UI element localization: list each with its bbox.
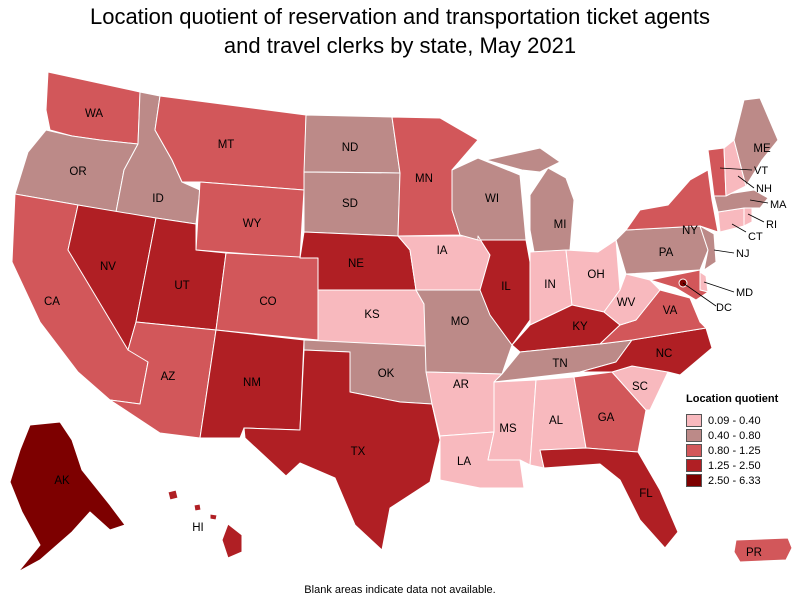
state-label-KY: KY bbox=[572, 321, 588, 333]
state-label-OH: OH bbox=[587, 269, 604, 281]
legend-item-2: 0.80 - 1.25 bbox=[686, 443, 798, 458]
legend-swatch-3 bbox=[686, 459, 702, 472]
state-WV[interactable] bbox=[603, 273, 661, 326]
legend-title: Location quotient bbox=[686, 393, 779, 405]
state-label-NV: NV bbox=[100, 261, 116, 273]
legend-swatch-2 bbox=[686, 444, 702, 457]
map-title-line1: Location quotient of reservation and tra… bbox=[89, 4, 711, 29]
state-VT[interactable] bbox=[707, 147, 727, 197]
state-label-WI: WI bbox=[485, 193, 499, 205]
state-label-NJ: NJ bbox=[736, 248, 749, 260]
state-label-NM: NM bbox=[243, 377, 261, 389]
state-FL[interactable] bbox=[539, 447, 679, 549]
state-label-DC: DC bbox=[716, 302, 732, 314]
state-TX[interactable] bbox=[243, 349, 441, 551]
state-NJ[interactable] bbox=[699, 225, 717, 271]
state-label-AK: AK bbox=[54, 475, 70, 487]
state-label-MA: MA bbox=[770, 199, 787, 211]
state-label-MO: MO bbox=[451, 316, 470, 328]
map-title: Location quotient of reservation and tra… bbox=[0, 2, 800, 60]
state-label-MD: MD bbox=[736, 287, 753, 299]
state-label-VA: VA bbox=[663, 305, 678, 317]
state-label-CA: CA bbox=[44, 296, 60, 308]
state-label-PA: PA bbox=[659, 247, 674, 259]
state-HI[interactable] bbox=[167, 489, 243, 559]
state-label-TX: TX bbox=[351, 446, 366, 458]
state-label-TN: TN bbox=[552, 358, 567, 370]
state-label-ME: ME bbox=[753, 143, 771, 155]
legend-item-1: 0.40 - 0.80 bbox=[686, 428, 798, 443]
legend-label-2: 0.80 - 1.25 bbox=[708, 444, 761, 457]
state-label-AR: AR bbox=[453, 379, 469, 391]
state-IL[interactable] bbox=[477, 235, 531, 346]
state-label-PR: PR bbox=[746, 547, 762, 559]
state-ME[interactable] bbox=[733, 97, 779, 187]
legend-label-3: 1.25 - 2.50 bbox=[708, 459, 761, 472]
state-label-NH: NH bbox=[756, 183, 772, 195]
legend-label-1: 0.40 - 0.80 bbox=[708, 429, 761, 442]
state-label-OK: OK bbox=[378, 368, 395, 380]
state-label-OR: OR bbox=[69, 166, 86, 178]
footnote: Blank areas indicate data not available. bbox=[304, 584, 496, 596]
state-label-WV: WV bbox=[617, 297, 636, 309]
state-label-IN: IN bbox=[544, 279, 556, 291]
state-label-KS: KS bbox=[364, 309, 380, 321]
state-NC[interactable] bbox=[579, 327, 713, 376]
state-label-UT: UT bbox=[174, 280, 189, 292]
state-RI[interactable] bbox=[743, 207, 753, 227]
state-label-RI: RI bbox=[766, 219, 777, 231]
state-label-AZ: AZ bbox=[161, 371, 176, 383]
legend-swatch-1 bbox=[686, 429, 702, 442]
state-label-AL: AL bbox=[549, 415, 564, 427]
state-label-VT: VT bbox=[754, 165, 768, 177]
legend-item-0: 0.09 - 0.40 bbox=[686, 413, 798, 428]
state-NY[interactable] bbox=[625, 169, 719, 233]
state-label-MS: MS bbox=[499, 423, 517, 435]
state-AK[interactable] bbox=[9, 421, 126, 573]
map-title-line2: and travel clerks by state, May 2021 bbox=[223, 33, 577, 58]
state-label-MT: MT bbox=[218, 139, 235, 151]
state-label-MI: MI bbox=[554, 219, 567, 231]
state-label-ND: ND bbox=[342, 142, 359, 154]
state-label-WA: WA bbox=[85, 108, 103, 120]
state-MI[interactable] bbox=[485, 147, 575, 253]
legend-label-4: 2.50 - 6.33 bbox=[708, 474, 761, 487]
legend-swatch-0 bbox=[686, 414, 702, 427]
state-label-FL: FL bbox=[639, 488, 653, 500]
state-label-CT: CT bbox=[748, 231, 763, 243]
state-label-NY: NY bbox=[682, 225, 698, 237]
state-PR[interactable] bbox=[733, 537, 793, 563]
legend-swatch-4 bbox=[686, 474, 702, 487]
state-label-NE: NE bbox=[348, 258, 364, 270]
state-label-NC: NC bbox=[656, 348, 673, 360]
state-label-SC: SC bbox=[632, 381, 648, 393]
state-label-WY: WY bbox=[243, 218, 262, 230]
state-GA[interactable] bbox=[573, 371, 647, 453]
state-label-CO: CO bbox=[259, 296, 276, 308]
state-label-HI: HI bbox=[192, 522, 204, 534]
state-label-MN: MN bbox=[415, 173, 433, 185]
legend-item-4: 2.50 - 6.33 bbox=[686, 473, 798, 488]
state-label-IL: IL bbox=[501, 281, 511, 293]
legend-label-0: 0.09 - 0.40 bbox=[708, 414, 761, 427]
leader-lines bbox=[682, 167, 769, 307]
state-label-ID: ID bbox=[152, 193, 164, 205]
state-label-GA: GA bbox=[598, 412, 615, 424]
state-label-IA: IA bbox=[437, 245, 448, 257]
state-label-LA: LA bbox=[457, 456, 471, 468]
legend: Location quotient 0.09 - 0.40 0.40 - 0.8… bbox=[686, 393, 798, 488]
state-label-SD: SD bbox=[342, 198, 358, 210]
legend-item-3: 1.25 - 2.50 bbox=[686, 458, 798, 473]
